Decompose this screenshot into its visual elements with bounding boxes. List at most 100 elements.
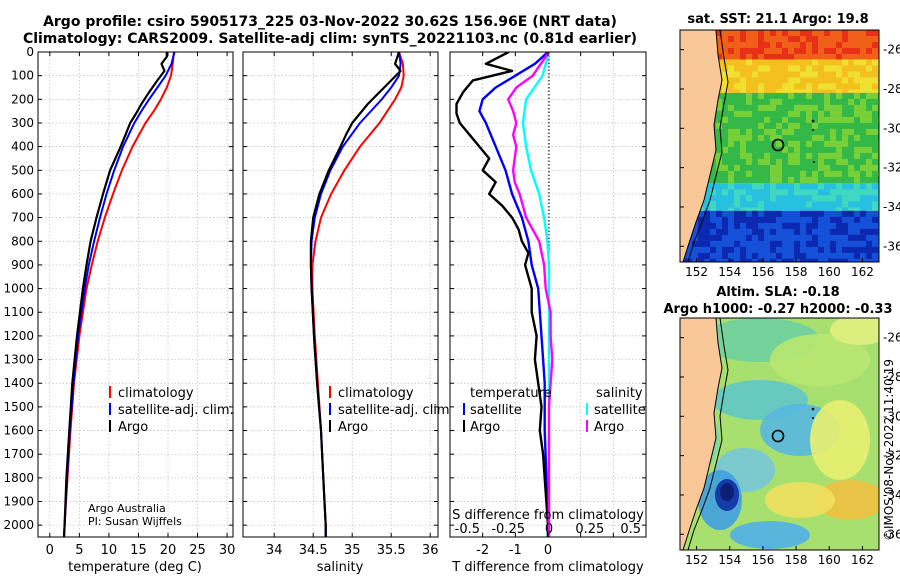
sst-cell	[818, 183, 824, 190]
sst-cell	[836, 110, 842, 117]
depth-tick-label: 1000	[3, 282, 34, 296]
sst-cell	[800, 252, 806, 259]
sla-map-title2: Argo h1000: -0.27 h2000: -0.33	[663, 302, 892, 317]
sst-cell	[770, 176, 776, 183]
sst-cell	[800, 71, 806, 78]
legend-satellite-label: satellite-adj. clim.	[338, 403, 454, 418]
sst-cell	[770, 210, 776, 217]
sst-cell	[776, 170, 782, 177]
sst-cell	[794, 36, 800, 42]
sst-cell	[824, 140, 830, 147]
sst-cell	[848, 98, 854, 105]
sst-cell	[734, 222, 740, 229]
sst-cell	[860, 228, 866, 235]
figure-title-line2: Climatology: CARS2009. Satellite-adj cli…	[22, 31, 638, 47]
sst-cell	[842, 134, 848, 141]
sst-cell	[752, 54, 758, 60]
sst-cell	[746, 98, 752, 105]
sst-cell	[758, 83, 764, 90]
island-dot	[811, 119, 815, 123]
sst-cell	[818, 134, 824, 141]
sst-cell	[758, 158, 764, 165]
sst-cell	[764, 128, 770, 135]
sst-cell	[842, 210, 848, 217]
depth-tick-label: 1800	[3, 471, 34, 485]
sst-cell	[710, 234, 716, 241]
sst-cell	[776, 158, 782, 165]
sst-cell	[776, 89, 782, 96]
series-t-argo	[455, 52, 550, 537]
sst-cell	[704, 240, 710, 247]
sst-cell	[704, 222, 710, 229]
sst-cell	[830, 228, 836, 235]
x-tick-label: 0	[544, 543, 552, 558]
x-tick-label: 20	[160, 543, 177, 558]
sst-cell	[836, 140, 842, 147]
sla-anomaly	[720, 483, 734, 501]
sst-cell	[854, 234, 860, 241]
sst-cell	[860, 210, 866, 217]
sst-cell	[794, 140, 800, 147]
sst-cell	[806, 228, 812, 235]
sst-cell	[758, 122, 764, 129]
sst-cell	[860, 110, 866, 117]
sst-cell	[716, 158, 722, 165]
sst-cell	[758, 36, 764, 42]
temperature-panel: 0100200300400500600700800900100011001200…	[3, 45, 235, 575]
sst-cell	[818, 116, 824, 123]
sst-cell	[788, 83, 794, 90]
sst-cell	[806, 258, 812, 262]
sst-cell	[842, 36, 848, 42]
sst-cell	[746, 134, 752, 141]
sst-cell	[794, 152, 800, 159]
lon-tick-label: 158	[785, 553, 808, 567]
sst-cell	[788, 110, 794, 117]
sst-cell	[788, 89, 794, 96]
sst-cell	[812, 210, 818, 217]
sst-cell	[752, 71, 758, 78]
sst-cell	[842, 59, 848, 66]
lon-tick-label: 154	[718, 553, 741, 567]
sst-cell	[770, 104, 776, 111]
sst-cell	[872, 246, 878, 253]
sst-cell	[866, 146, 872, 153]
sst-cell	[872, 77, 878, 84]
sst-cell	[830, 116, 836, 123]
sst-cell	[746, 216, 752, 223]
sst-cell	[836, 258, 842, 262]
sst-cell	[788, 92, 794, 99]
s-tick-label: -0.25	[491, 522, 525, 537]
sst-cell	[836, 207, 842, 214]
sst-cell	[752, 216, 758, 223]
sst-cell	[776, 176, 782, 183]
sst-cell	[866, 77, 872, 84]
sst-cell	[770, 30, 776, 36]
sst-cell	[740, 207, 746, 214]
sst-cell	[770, 164, 776, 171]
sst-cell	[734, 83, 740, 90]
sst-cell	[782, 128, 788, 135]
sst-cell	[788, 176, 794, 183]
sst-cell	[740, 110, 746, 117]
sst-cell	[746, 92, 752, 99]
sst-cell	[836, 54, 842, 60]
sst-cell	[752, 48, 758, 54]
sst-cell	[872, 104, 878, 111]
sst-cell	[776, 140, 782, 147]
sst-cell	[788, 222, 794, 229]
sst-cell	[836, 189, 842, 196]
sst-cell	[866, 246, 872, 253]
sst-cell	[830, 216, 836, 223]
sst-cell	[728, 258, 734, 262]
depth-tick-label: 100	[11, 69, 34, 83]
salinity-grid	[243, 51, 438, 537]
x-tick-label: -2	[476, 543, 489, 558]
sst-cell	[728, 36, 734, 42]
depth-tick-label: 1400	[3, 376, 34, 390]
depth-tick-label: 1900	[3, 495, 34, 509]
salinity-legend: climatology satellite-adj. clim. Argo	[329, 386, 454, 435]
depth-tick-label: 2000	[3, 518, 34, 532]
sst-cell	[728, 183, 734, 190]
sst-cell	[722, 228, 728, 235]
island-dot	[811, 407, 815, 411]
